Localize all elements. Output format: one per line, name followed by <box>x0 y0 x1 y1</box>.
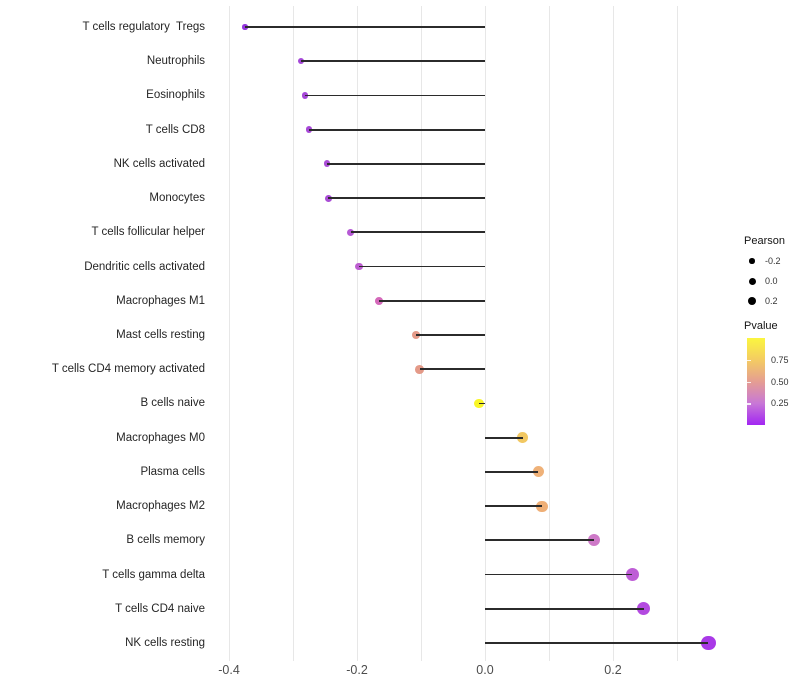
category-label: Macrophages M2 <box>116 500 205 513</box>
lollipop-dot <box>532 466 544 478</box>
pvalue-colorbar <box>747 338 765 425</box>
legend-pvalue: Pvalue 0.75 0.50 0.25 <box>744 320 789 425</box>
category-label: T cells CD4 naive <box>115 602 205 615</box>
gridline-x <box>676 6 678 661</box>
legend-colorbar-tick-label: 0.25 <box>771 398 789 409</box>
lollipop-dot <box>473 398 484 409</box>
legend-size-entry: 0.2 <box>744 291 785 311</box>
lollipop-dot <box>625 568 639 582</box>
category-label: Macrophages M1 <box>116 294 205 307</box>
category-label: Plasma cells <box>140 465 205 478</box>
category-label: T cells gamma delta <box>102 568 205 581</box>
lollipop-dot <box>298 58 305 65</box>
legend-colorbar-tick <box>747 359 751 362</box>
x-axis-tick-label: -0.2 <box>346 663 368 677</box>
legend-pearson: Pearson -0.2 0.0 0.2 <box>744 235 785 311</box>
lollipop-stick <box>485 436 523 439</box>
lollipop-stick <box>379 299 485 302</box>
legend-size-dotbox <box>744 296 760 306</box>
gridline-x <box>612 6 614 661</box>
gridline-x <box>484 6 486 661</box>
lollipop-stick <box>309 128 485 131</box>
lollipop-stick <box>478 402 485 405</box>
legend-colorbar-tick-label: 0.50 <box>771 376 789 387</box>
legend-colorbar-tick <box>747 403 751 405</box>
lollipop-dot <box>415 364 425 374</box>
gridline-x <box>228 6 230 661</box>
lollipop-stick <box>485 642 709 644</box>
legend-size-label: 0.2 <box>765 296 778 306</box>
category-label: T cells regulatory Tregs <box>82 21 205 33</box>
category-label: Dendritic cells activated <box>84 260 205 273</box>
gridline-x <box>420 6 422 661</box>
x-axis-tick-label: 0.2 <box>604 663 622 677</box>
legend-pvalue-title: Pvalue <box>744 320 778 332</box>
lollipop-stick <box>305 94 485 97</box>
lollipop-stick <box>485 471 539 473</box>
category-label: B cells memory <box>126 534 205 547</box>
lollipop-stick <box>350 231 485 234</box>
lollipop-stick <box>245 26 485 28</box>
x-axis-tick-label: -0.4 <box>218 663 240 677</box>
lollipop-stick <box>485 607 644 610</box>
lollipop-dot <box>536 500 548 512</box>
lollipop-dot <box>517 432 529 444</box>
legend-size-entry: -0.2 <box>744 251 785 271</box>
legend-size-label: -0.2 <box>765 256 781 266</box>
category-label: T cells CD4 memory activated <box>51 363 205 376</box>
category-label: NK cells activated <box>113 157 205 170</box>
lollipop-dot <box>305 126 313 133</box>
legend-pearson-title: Pearson <box>744 235 785 247</box>
category-label: T cells CD8 <box>145 123 205 136</box>
lollipop-stick <box>485 539 594 542</box>
legend-colorbar-tick-label: 0.75 <box>771 354 789 365</box>
category-label: T cells follicular helper <box>91 226 205 239</box>
gridline-x <box>548 6 550 661</box>
legend-colorbar-tick <box>747 381 751 383</box>
legend-size-dot <box>749 258 755 264</box>
lollipop-stick <box>485 505 542 507</box>
category-label: Neutrophils <box>146 55 205 68</box>
category-label: Eosinophils <box>146 89 205 102</box>
gridline-x <box>292 6 294 661</box>
lollipop-stick <box>326 163 485 165</box>
x-axis-tick-label: 0.0 <box>476 663 494 677</box>
lollipop-stick <box>328 197 485 199</box>
lollipop-stick <box>485 573 633 576</box>
legend-size-entries: -0.2 0.0 0.2 <box>744 251 785 311</box>
legend-size-dotbox <box>744 277 760 285</box>
category-label: B cells naive <box>140 397 205 410</box>
legend-size-dot <box>747 296 757 306</box>
category-label: NK cells resting <box>125 636 205 649</box>
lollipop-stick <box>358 265 485 268</box>
lollipop-stick <box>419 368 485 371</box>
category-label: Monocytes <box>149 192 205 205</box>
legend-size-dotbox <box>744 258 760 264</box>
lollipop-dot <box>346 228 355 236</box>
legend-size-entry: 0.0 <box>744 271 785 291</box>
gridline-x <box>356 6 358 661</box>
legend-size-dot <box>748 277 756 285</box>
pvalue-colorbar-wrap: 0.75 0.50 0.25 <box>747 338 789 425</box>
legend-size-label: 0.0 <box>765 276 778 286</box>
lollipop-stick <box>301 60 485 63</box>
category-label: Mast cells resting <box>116 328 205 341</box>
lollipop-stick <box>415 334 485 336</box>
category-label: Macrophages M0 <box>116 431 205 444</box>
